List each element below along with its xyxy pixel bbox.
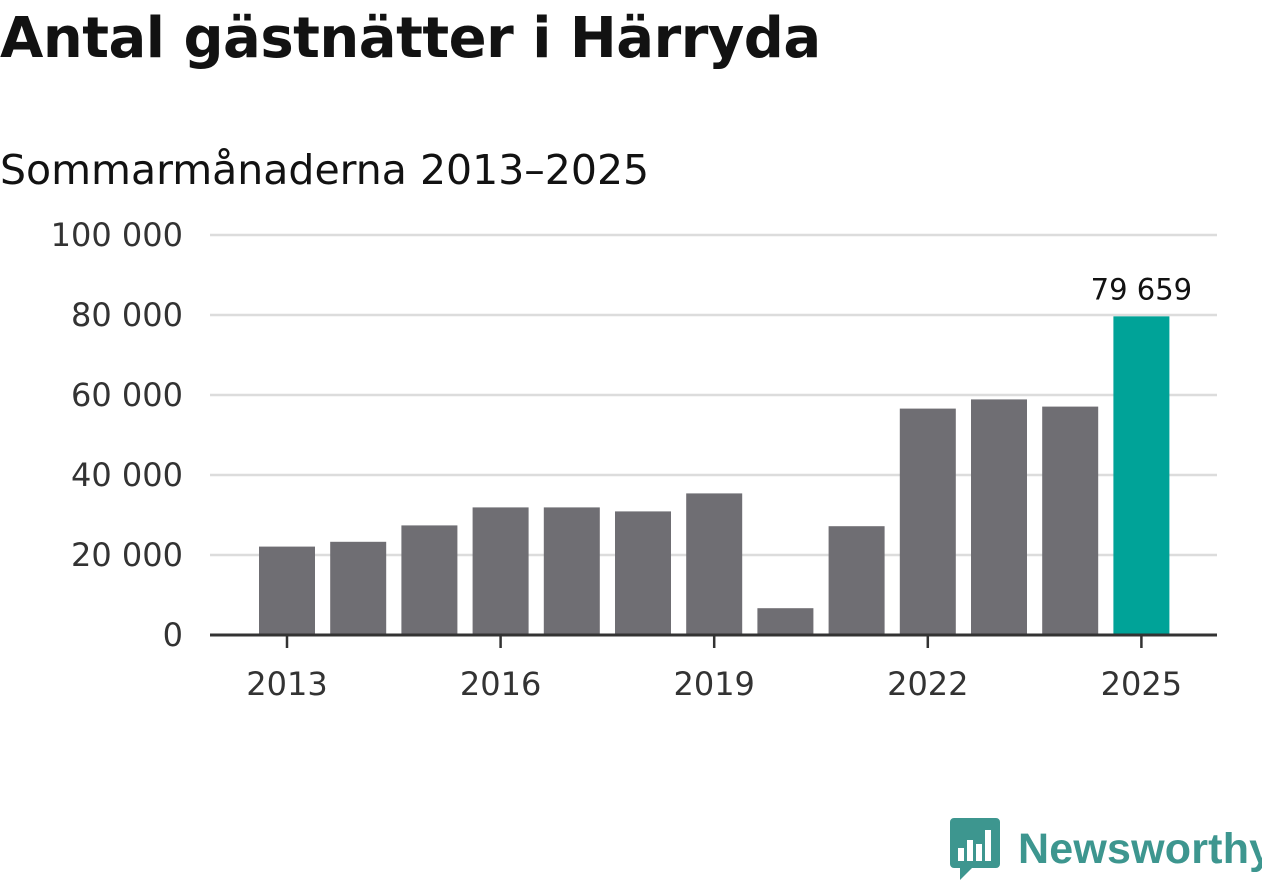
bar-2015 [401, 525, 458, 635]
x-tick-label: 2019 [673, 665, 754, 703]
axes [210, 633, 1217, 648]
y-tick-label: 0 [163, 616, 183, 654]
x-tick-label: 2016 [460, 665, 541, 703]
y-tick-label: 80 000 [71, 296, 183, 334]
bar-2021 [828, 526, 885, 635]
bar-2018 [615, 511, 671, 635]
bar-2013 [259, 546, 315, 635]
bar-2016 [472, 507, 529, 635]
bar-2023 [971, 399, 1027, 635]
y-tick-label: 20 000 [71, 536, 183, 574]
bar-2019 [686, 493, 743, 635]
bar-2025 [1113, 316, 1170, 635]
brand-name: Newsworthy [1018, 824, 1262, 873]
data-label: 79 659 [1091, 272, 1192, 306]
bar-2024 [1042, 406, 1099, 635]
x-tick-label: 2013 [246, 665, 327, 703]
newsworthy-chart-icon [950, 818, 1000, 880]
bar-2014 [330, 541, 387, 635]
bar-2017 [543, 507, 600, 635]
chart-title: Antal gästnätter i Härryda [0, 6, 821, 71]
bar-2020 [757, 608, 814, 635]
y-tick-label: 60 000 [71, 376, 183, 414]
labels: 0 20 000 40 000 60 000 80 000 100 000 2013 2016… [51, 216, 1192, 703]
y-tick-label: 40 000 [71, 456, 183, 494]
chart-subtitle: Sommarmånaderna 2013–2025 [0, 146, 650, 194]
bar-2022 [899, 408, 956, 635]
brand-logo: Newsworthy [950, 818, 1262, 880]
x-tick-label: 2022 [887, 665, 968, 703]
x-tick-label: 2025 [1101, 665, 1182, 703]
y-tick-label: 100 000 [51, 216, 183, 254]
bars [259, 316, 1170, 635]
